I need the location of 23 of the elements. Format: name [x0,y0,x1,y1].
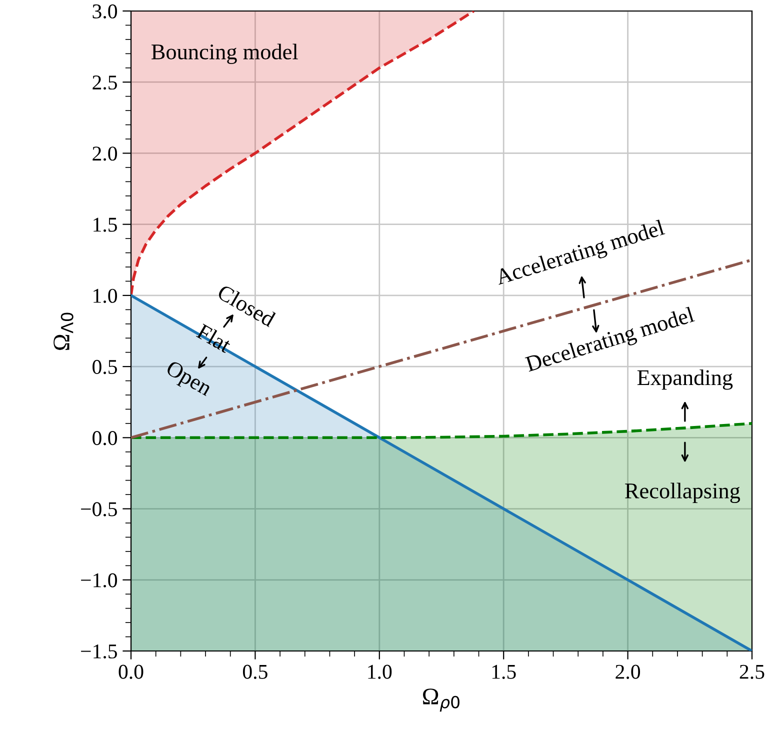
annotation: Open [163,360,214,400]
annotation: Expanding [637,370,733,390]
y-tick-label: −1.5 [81,644,117,659]
x-tick-label: 0.0 [118,664,144,679]
x-tick-label: 1.0 [368,664,392,679]
y-axis-title: Ω$_{Λ0}$ [54,312,74,350]
y-tick-label: 1.5 [94,218,117,232]
y-tick-label: 3.0 [92,4,118,19]
y-tick-label: 2.0 [92,146,118,161]
x-axis-title: Ω$_{ρ0}$ [423,688,460,712]
x-tick-label: 1.5 [492,664,516,679]
y-tick-label: 0.5 [92,360,117,374]
annotation: Recollapsing [625,482,740,504]
y-tick-label: −1.0 [81,573,118,588]
annotation: Bouncing model [152,44,298,64]
line-series [131,422,752,440]
x-tick-label: 0.5 [242,664,268,679]
y-tick-label: −0.5 [81,502,117,516]
x-tick-label: 2.5 [740,664,764,679]
x-tick-label: 2.0 [616,664,640,679]
y-tick-label: 1.0 [94,288,118,303]
y-tick-label: 0.0 [92,431,118,446]
y-tick-label: 2.5 [92,76,117,90]
